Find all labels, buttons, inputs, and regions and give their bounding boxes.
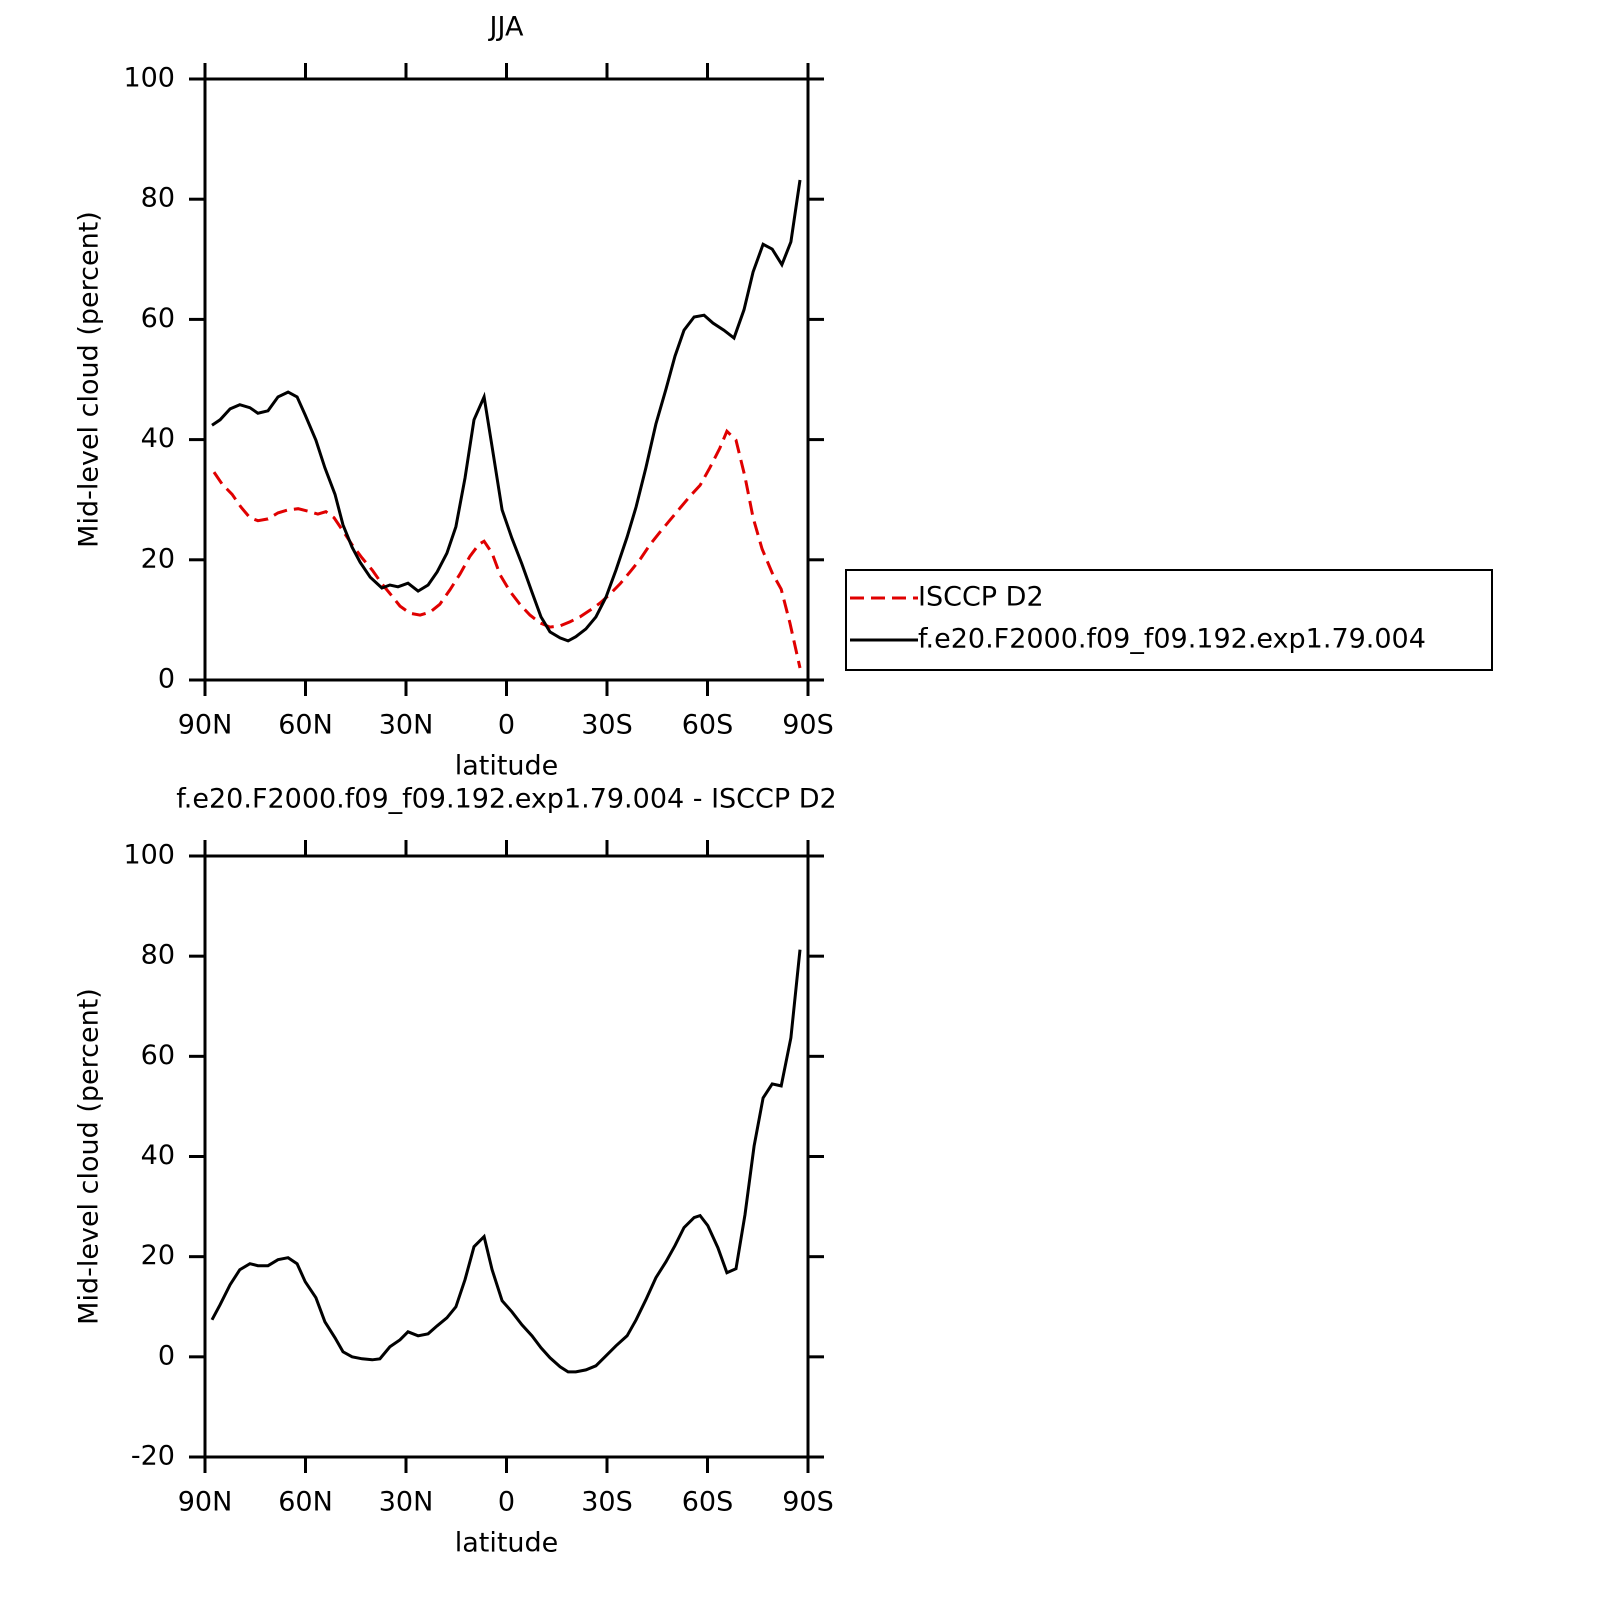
x-tick-label: 60S [682,1487,734,1518]
x-tick-label: 90N [178,710,233,741]
series-line [211,179,802,643]
x-tick-label: 30N [379,710,434,741]
x-axis-label: latitude [455,751,559,782]
x-tick-label: 60N [278,1487,333,1518]
x-tick-label: 90S [782,710,834,741]
y-tick-label: 0 [158,664,175,695]
plot-frame [203,77,810,682]
x-tick-label: 90N [178,1487,233,1518]
x-tick-label: 0 [498,1487,515,1518]
chart-title: JJA [488,12,524,43]
legend-box [845,569,1493,671]
y-tick-label: 20 [141,1240,175,1271]
y-tick-label: 20 [141,543,175,574]
x-tick-label: 30N [379,1487,434,1518]
y-tick-label: 100 [123,63,175,94]
x-tick-label: 30S [581,710,633,741]
y-tick-label: 60 [141,1040,175,1071]
y-tick-label: 40 [141,423,175,454]
y-tick-label: 80 [141,940,175,971]
series-line [210,949,802,1374]
x-axis-label: latitude [455,1528,559,1559]
plot-frame [203,854,810,1459]
chart-title: f.e20.F2000.f09_f09.192.exp1.79.004 - IS… [176,784,836,815]
y-tick-label: -20 [131,1441,175,1472]
y-tick-label: 0 [158,1340,175,1371]
y-axis-label: Mid-level cloud (percent) [74,211,105,548]
x-tick-label: 90S [782,1487,834,1518]
y-tick-label: 60 [141,303,175,334]
series-line [212,428,802,669]
y-tick-label: 40 [141,1140,175,1171]
y-axis-label: Mid-level cloud (percent) [74,988,105,1325]
x-tick-label: 60S [682,710,734,741]
y-tick-label: 100 [123,840,175,871]
x-tick-label: 0 [498,710,515,741]
legend-label: ISCCP D2 [918,582,1044,613]
x-tick-label: 60N [278,710,333,741]
y-tick-label: 80 [141,183,175,214]
legend-label: f.e20.F2000.f09_f09.192.exp1.79.004 [918,624,1426,655]
x-tick-label: 30S [581,1487,633,1518]
